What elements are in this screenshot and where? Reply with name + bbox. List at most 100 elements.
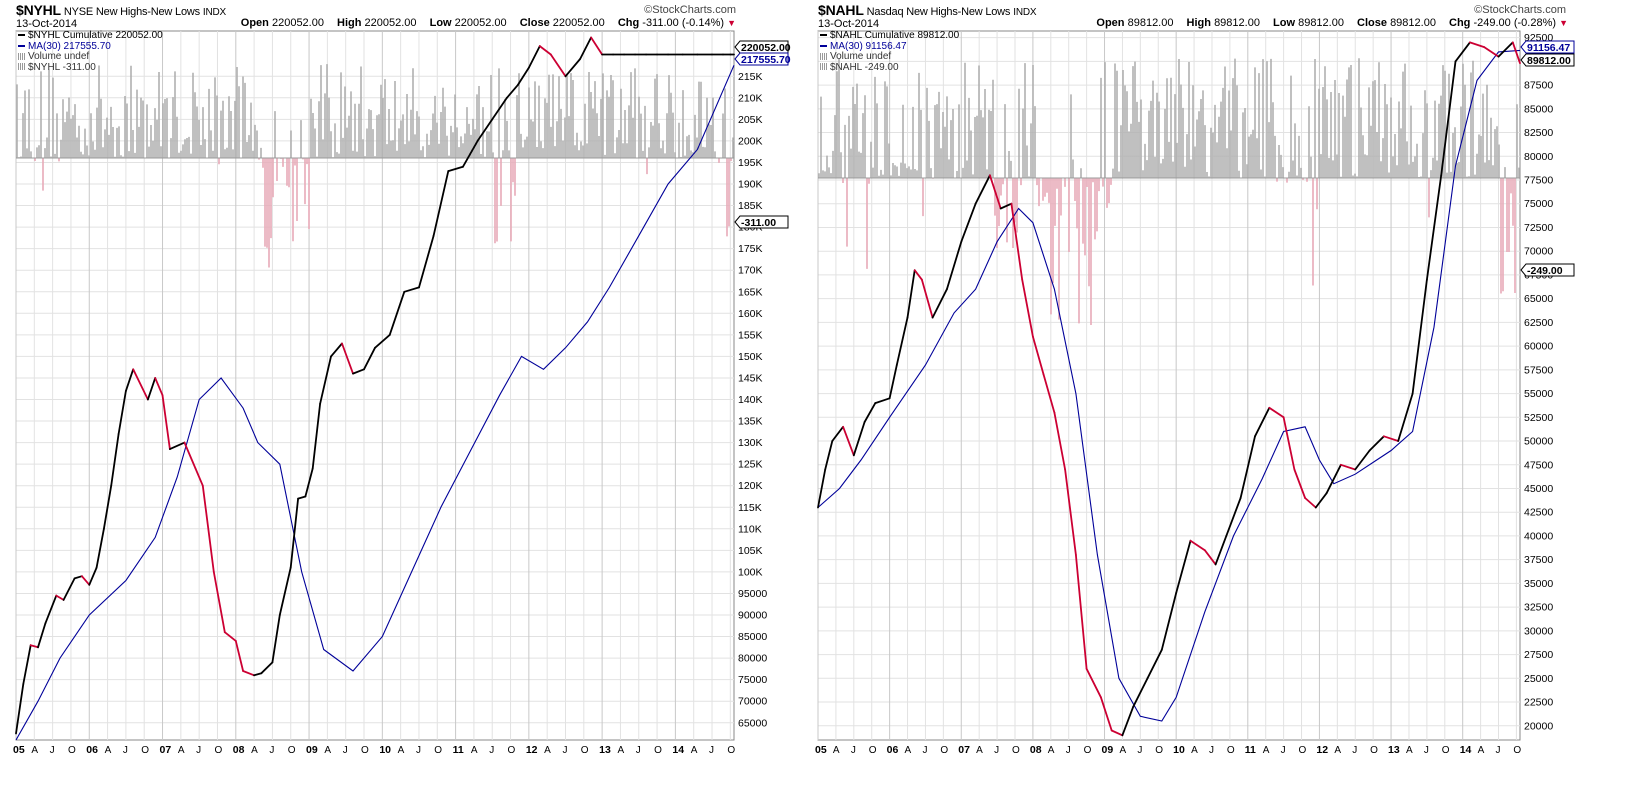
brand-watermark: ©StockCharts.com	[1474, 4, 1566, 16]
series-segment	[311, 402, 322, 470]
x-tick-label: J	[1352, 745, 1357, 756]
series-segment	[319, 355, 332, 405]
series-line-ma30	[817, 49, 1521, 722]
series-segment	[223, 631, 237, 642]
series-segment	[1354, 449, 1371, 471]
y-tick-label: 100K	[738, 566, 763, 578]
x-tick-label: A	[324, 745, 331, 756]
x-tick-label: O	[288, 745, 296, 756]
x-tick-label: A	[1478, 745, 1485, 756]
series-segment	[476, 118, 494, 142]
legend-entry-cumulative: $NAHL Cumulative 89812.00	[820, 30, 959, 42]
high-value: 220052.00	[364, 17, 417, 29]
x-tick-label: O	[1084, 745, 1092, 756]
x-tick-label: 14	[1460, 744, 1472, 756]
y-axis: 65000 70000 75000 80000 85000 90000 95000 100K 1…	[16, 71, 767, 729]
y-tick-label: 200K	[738, 135, 763, 147]
y-tick-label: 130K	[738, 437, 763, 449]
chart-date: 13-Oct-2014	[818, 18, 880, 30]
open-value: 220052.00	[271, 17, 324, 29]
chart-legend: $NAHL Cumulative 89812.00 MA(30) 91156.4…	[820, 30, 959, 73]
ohlc-readout: Open 89812.00 High 89812.00 Low 89812.00…	[1096, 17, 1568, 29]
y-tick-label: 110K	[738, 523, 762, 535]
series-segment	[125, 368, 135, 392]
y-tick-label: 57500	[1524, 364, 1553, 376]
y-tick-label: 32500	[1524, 602, 1553, 614]
x-axis: 05 A J O 06 A J O 07 A J O 08 A J O 09 A J O 10 A J O 11 A J O 12 A J O…	[13, 31, 735, 756]
volume-tag: -249.00	[1520, 263, 1575, 277]
series-segment	[352, 368, 365, 375]
series-segment	[1146, 648, 1163, 680]
series-segment	[234, 640, 245, 672]
series-segment	[88, 566, 98, 586]
x-tick-label: J	[1496, 745, 1501, 756]
series-segment	[921, 278, 934, 319]
exchange-label: INDX	[1013, 7, 1037, 18]
series-line-cumulative	[15, 36, 735, 735]
chart-symbol[interactable]: $NAHL	[818, 2, 864, 18]
x-tick-label: 06	[887, 744, 899, 756]
series-segment	[37, 622, 47, 649]
series-segment	[1497, 41, 1514, 58]
x-tick-label: A	[1048, 745, 1055, 756]
series-segment	[363, 346, 376, 371]
x-tick-label: O	[940, 745, 948, 756]
chart-description: NYSE New Highs-New Lows	[63, 6, 200, 18]
series-segment	[183, 441, 197, 470]
legend-entry-cumulative: $NYHL Cumulative 220052.00	[18, 30, 163, 42]
series-segment	[461, 139, 479, 168]
series-segment	[1268, 406, 1285, 419]
series-line-cumulative	[817, 41, 1521, 737]
x-tick-label: A	[251, 745, 258, 756]
x-tick-label: O	[361, 745, 369, 756]
legend-entry-raw: $NYHL -311.00	[18, 62, 163, 74]
ma-tag: 91156.47	[1520, 40, 1575, 54]
series-segment	[1021, 278, 1034, 338]
series-segment	[931, 288, 948, 319]
price-tag: 89812.00	[1520, 53, 1575, 67]
x-tick-label: J	[922, 745, 927, 756]
x-tick-label: A	[1263, 745, 1270, 756]
series-segment	[831, 425, 845, 442]
y-tick-label: 40000	[1524, 530, 1553, 542]
series-segment	[44, 594, 58, 625]
x-tick-label: 09	[306, 744, 318, 756]
x-tick-label: 07	[958, 744, 970, 756]
chart-panel-nyhl: $NYHL NYSE New Highs-New Lows INDX 13-Oct-…	[0, 0, 800, 795]
ohlc-readout: Open 220052.00 High 220052.00 Low 220052…	[240, 17, 736, 29]
y-tick-label: 20000	[1524, 720, 1553, 732]
series-segment	[1239, 435, 1256, 499]
y-tick-label: 140K	[738, 394, 763, 406]
x-tick-label: A	[905, 745, 912, 756]
x-tick-label: 12	[1316, 744, 1328, 756]
x-tick-label: O	[1513, 745, 1521, 756]
change-value: -311.00 (-0.14%)	[642, 17, 725, 29]
chart-symbol[interactable]: $NYHL	[16, 2, 61, 18]
volume-positive-bars	[818, 58, 1520, 178]
x-tick-label: A	[691, 745, 698, 756]
series-segment	[289, 497, 300, 569]
brand-watermark: ©StockCharts.com	[644, 4, 736, 16]
y-tick-label: 215K	[738, 71, 763, 83]
x-tick-label: A	[976, 745, 983, 756]
series-segment	[874, 397, 891, 405]
plot-frame	[817, 30, 1521, 741]
series-segment	[260, 661, 274, 675]
chart-canvas-nyhl[interactable]: 65000 70000 75000 80000 85000 90000 95000 100K 1…	[0, 0, 800, 795]
x-tick-label: J	[1066, 745, 1071, 756]
x-tick-label: J	[1281, 745, 1286, 756]
y-tick-label: 105K	[738, 545, 763, 557]
x-tick-label: 08	[1030, 744, 1042, 756]
y-tick-label: 65000	[738, 717, 767, 729]
price-tag-text: 220052.00	[741, 42, 791, 54]
series-segment	[1411, 278, 1428, 395]
series-segment	[842, 425, 855, 457]
y-tick-label: 160K	[738, 308, 763, 320]
volume-histogram	[818, 58, 1520, 325]
price-tag: 220052.00	[734, 40, 791, 54]
y-tick-label: 27500	[1524, 649, 1553, 661]
series-segment	[146, 377, 157, 401]
series-segment	[447, 165, 464, 173]
series-segment	[1225, 497, 1242, 537]
chart-canvas-nahl[interactable]: 20000 22500 25000 27500 30000 32500 35000 37500…	[815, 0, 1640, 795]
